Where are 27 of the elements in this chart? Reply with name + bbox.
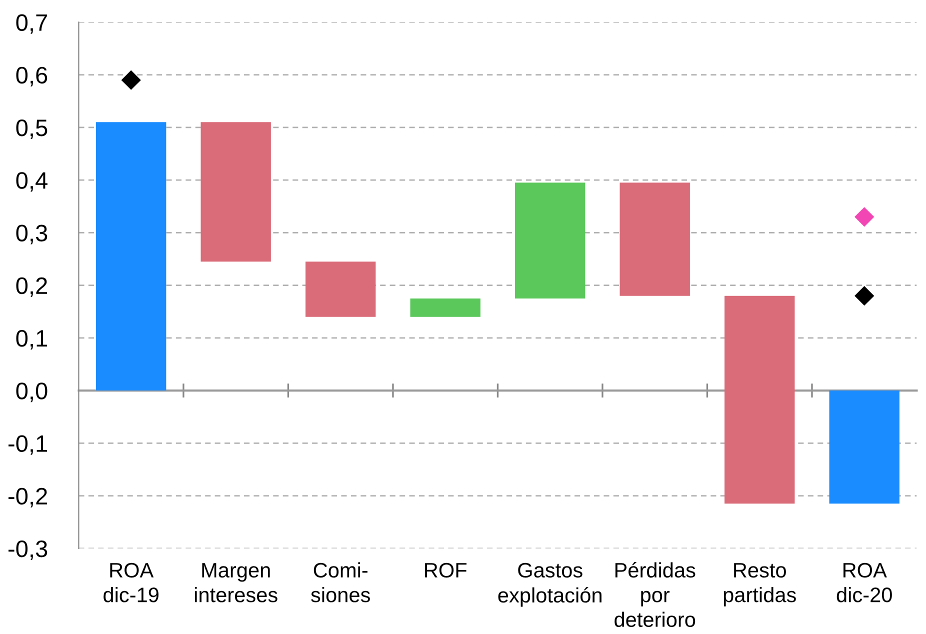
x-tick-label: Gastos explotación: [498, 562, 602, 607]
bar: [96, 122, 166, 391]
x-tick-label: Resto partidas: [724, 563, 796, 606]
x-tick-label: ROF: [425, 562, 466, 578]
y-tick-label: 0,0: [16, 382, 48, 402]
y-tick-label: 0,2: [16, 277, 47, 297]
x-tick-label: Margen intereses: [194, 563, 278, 602]
bar: [306, 262, 376, 317]
y-tick-label: 0,6: [16, 66, 48, 86]
y-tick-label: 0,1: [16, 330, 48, 350]
y-tick-label: 0,3: [16, 224, 48, 244]
y-tick-label: 0,7: [16, 14, 47, 34]
bar: [829, 390, 900, 504]
x-tick-label: ROA dic-20: [836, 562, 892, 602]
bar: [410, 298, 480, 317]
y-tick-label: -0,1: [8, 435, 48, 455]
bar: [200, 122, 271, 262]
x-tick-label: Pérdidas por deterioro: [614, 562, 696, 628]
x-tick-label: ROA dic-19: [104, 562, 158, 602]
y-tick-label: -0,2: [8, 488, 47, 508]
bar: [515, 182, 586, 298]
y-tick-label: 0,5: [16, 120, 48, 140]
bar: [724, 296, 795, 504]
y-tick-label: -0,3: [8, 540, 48, 560]
x-tick-label: Comi- siones: [311, 562, 370, 602]
y-tick-label: 0,4: [16, 172, 48, 192]
bar: [620, 182, 690, 296]
